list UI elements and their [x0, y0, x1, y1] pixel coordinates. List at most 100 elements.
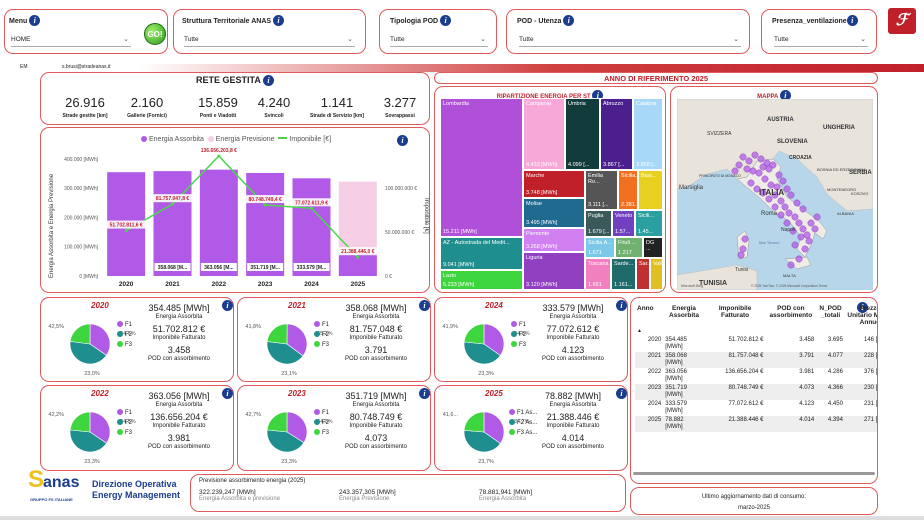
map-marker[interactable] [779, 177, 787, 185]
col-header[interactable]: Energia Assorbita [668, 305, 699, 319]
pie-slice[interactable] [286, 323, 308, 357]
info-icon[interactable]: i [273, 15, 285, 26]
table-row[interactable]: 2020 354.485 [MWh] 51.702.812 € 3.458 3.695 1… [635, 336, 877, 352]
pie-slice[interactable] [266, 341, 304, 365]
info-icon[interactable]: i [846, 15, 858, 26]
bar-assorbita[interactable] [338, 252, 377, 276]
map-marker[interactable] [797, 233, 805, 241]
map-marker[interactable] [791, 241, 799, 249]
treemap-cell[interactable]: Vall... [650, 258, 663, 290]
legend-f2[interactable]: F2 [314, 418, 329, 428]
map-marker[interactable] [749, 167, 757, 175]
info-icon[interactable]: i [222, 300, 233, 311]
map-marker[interactable] [781, 203, 789, 211]
info-icon[interactable]: i [592, 90, 604, 101]
map-marker[interactable] [803, 231, 811, 239]
pie-slice[interactable] [69, 411, 91, 433]
treemap-cell[interactable]: Liguria 3.120 [MWh] [523, 252, 585, 290]
pie-slice[interactable] [69, 429, 107, 453]
map-marker[interactable] [777, 211, 785, 219]
treemap-cell[interactable]: Sicili... 1.45... [635, 210, 663, 237]
pie-slice[interactable] [463, 430, 501, 453]
legend-f2[interactable]: F2 [511, 330, 526, 340]
legend-f3[interactable]: F3 As... [509, 428, 537, 438]
info-icon[interactable]: i [29, 15, 41, 26]
legend-f2[interactable]: F2 [314, 330, 329, 340]
map-marker[interactable] [765, 165, 773, 173]
table-row[interactable]: 2022 363.056 [MWh] 136.656.204 € 3.981 4.286… [635, 368, 877, 384]
pie-slice[interactable] [463, 323, 485, 345]
line-point[interactable] [217, 154, 221, 158]
treemap-cell[interactable]: Emilia Ro... 3.111 [... [585, 170, 618, 210]
horizontal-scrollbar[interactable] [633, 472, 875, 475]
menu-select[interactable]: HOME ⌄ [11, 33, 131, 47]
pie-slice[interactable] [89, 323, 111, 356]
map-marker[interactable] [757, 155, 765, 163]
map-marker[interactable] [791, 213, 799, 221]
map-marker[interactable] [805, 237, 813, 245]
map-marker[interactable] [745, 157, 753, 165]
map-marker[interactable] [731, 167, 739, 175]
pie-slice[interactable] [463, 341, 501, 365]
bottom-scrollbar[interactable] [0, 516, 924, 520]
map-marker[interactable] [795, 219, 803, 227]
info-icon[interactable]: i [779, 90, 791, 101]
tipologia-select[interactable]: Tutte ⌄ [390, 33, 488, 47]
treemap-cell[interactable]: Basi... [638, 170, 663, 210]
legend-f2[interactable]: F2 [117, 418, 132, 428]
line-point[interactable] [310, 206, 313, 210]
pie-slice[interactable] [483, 411, 505, 444]
info-icon[interactable]: i [857, 302, 868, 313]
legend-f3[interactable]: F3 [117, 340, 132, 350]
treemap-cell[interactable]: Marche 3.748 [MWh] [523, 170, 585, 198]
col-header[interactable]: Anno [637, 305, 654, 312]
map-marker[interactable] [813, 213, 821, 221]
map-marker[interactable] [783, 185, 791, 193]
bar-assorbita[interactable] [292, 178, 331, 276]
legend-f3[interactable]: F3 [511, 340, 526, 350]
map[interactable]: AUSTRIA UNGHERIA SLOVENIA CROAZIA BOSNIA… [677, 99, 873, 290]
treemap-cell[interactable]: Umbria 4.099 [... [565, 98, 600, 170]
legend-f1[interactable]: F1 [314, 408, 329, 418]
pie-slice[interactable] [89, 411, 111, 444]
legend-f1[interactable]: F1 [314, 320, 329, 330]
map-marker[interactable] [761, 175, 769, 183]
map-marker[interactable] [795, 255, 803, 263]
map-marker[interactable] [755, 169, 763, 177]
map-marker[interactable] [765, 195, 773, 203]
map-marker[interactable] [767, 181, 775, 189]
treemap-cell[interactable]: Toscana 1.661 [585, 258, 611, 290]
treemap-cell[interactable]: Sar... [636, 258, 650, 290]
map-marker[interactable] [739, 153, 747, 161]
legend-f1[interactable]: F1 As... [509, 408, 537, 418]
info-icon[interactable]: i [616, 300, 627, 311]
map-marker[interactable] [801, 245, 809, 253]
legend-f3[interactable]: F3 [314, 428, 329, 438]
line-point[interactable] [124, 229, 128, 233]
col-header[interactable]: Prezzo Unitario Medio Annuo [847, 305, 877, 326]
legend-f2[interactable]: F2 As... [509, 418, 537, 428]
pie-slice[interactable] [69, 341, 107, 365]
legend-f3[interactable]: F3 [314, 340, 329, 350]
table-row[interactable]: 2025 78.882 [MWh] 21.388.446 €4.014 4.394 27… [635, 416, 877, 432]
legend-assorbita[interactable]: Energia Assorbita [141, 136, 204, 143]
col-header[interactable]: POD con assorbimento [769, 305, 813, 319]
pie-slice[interactable] [266, 323, 288, 345]
map-marker[interactable] [793, 199, 801, 207]
map-marker[interactable] [811, 225, 819, 233]
legend-f1[interactable]: F1 [117, 320, 132, 330]
pie-slice[interactable] [266, 429, 305, 453]
table-row[interactable]: 2023 351.719 [MWh] 80.748.749 €4.073 4.366 2… [635, 384, 877, 400]
treemap-cell[interactable]: Lazio 5.233 [MWh] [440, 270, 523, 290]
sort-icon[interactable]: ▲ [637, 328, 642, 334]
info-icon[interactable]: i [397, 135, 408, 146]
pie-slice[interactable] [266, 411, 288, 433]
legend-f1[interactable]: F1 [511, 320, 526, 330]
map-marker[interactable] [799, 205, 807, 213]
legend-f3[interactable]: F3 [117, 428, 132, 438]
treemap-cell[interactable]: Piemonte 3.268 [MWh] [523, 228, 585, 252]
map-marker[interactable] [759, 163, 767, 171]
bar-assorbita[interactable] [153, 171, 192, 276]
treemap-cell[interactable]: Friuli ... 1.217 [615, 237, 643, 258]
info-icon[interactable]: i [440, 15, 452, 26]
